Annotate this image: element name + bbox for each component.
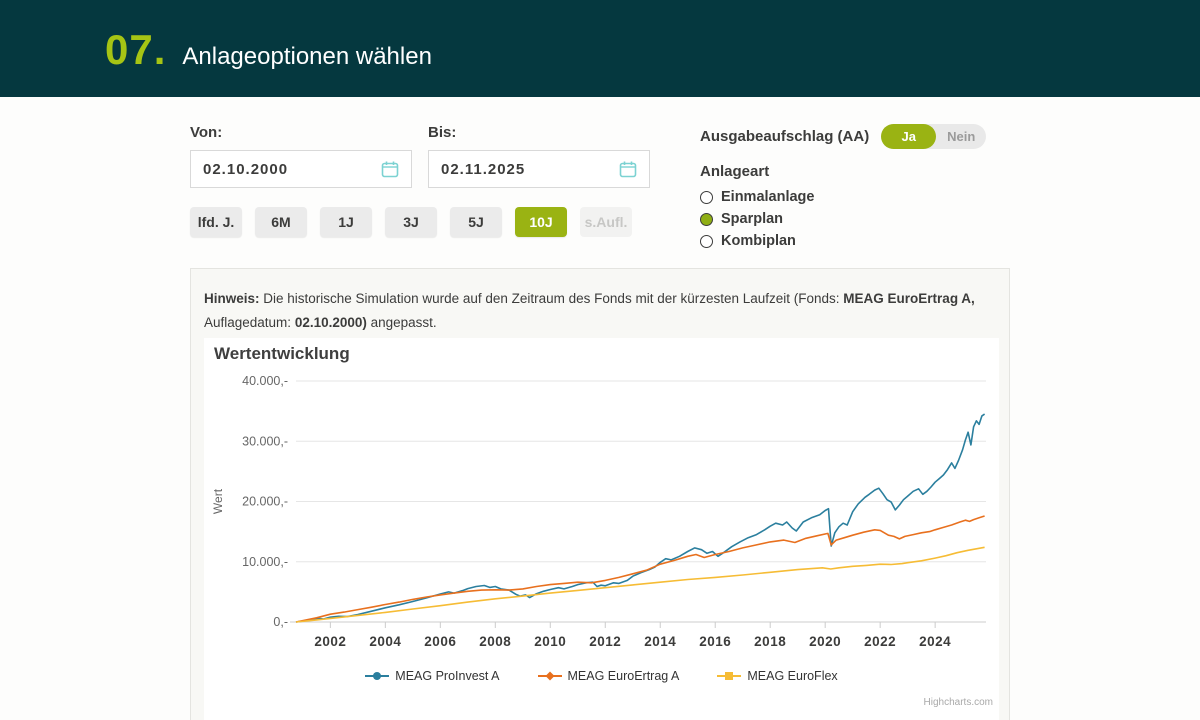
legend-item-meag-euroertrag-a[interactable]: MEAG EuroErtrag A xyxy=(537,669,680,683)
radio-label: Einmalanlage xyxy=(721,189,815,205)
x-axis-tick-label: 2002 xyxy=(314,634,346,649)
x-axis-tick-label: 2010 xyxy=(534,634,566,649)
x-axis-tick-label: 2016 xyxy=(699,634,731,649)
legend-label: MEAG ProInvest A xyxy=(395,669,500,683)
radio-dot-icon[interactable] xyxy=(700,234,713,248)
radio-label: Sparplan xyxy=(721,211,784,227)
x-axis-tick-label: 2014 xyxy=(644,634,676,649)
step-number: 07. xyxy=(105,26,167,73)
ausgabeaufschlag-toggle[interactable]: Ja Nein xyxy=(881,124,987,149)
x-axis-tick-label: 2012 xyxy=(589,634,621,649)
von-date-value: 02.10.2000 xyxy=(203,160,289,178)
calendar-icon[interactable] xyxy=(381,160,399,178)
diamond-marker-icon xyxy=(537,671,562,681)
range-button-10j[interactable]: 10J xyxy=(515,207,567,237)
von-label: Von: xyxy=(190,124,223,141)
series-line-meag-euroertrag-a[interactable] xyxy=(295,515,985,623)
circle-marker-icon xyxy=(365,672,390,680)
bis-date-input[interactable]: 02.11.2025 xyxy=(428,150,650,188)
y-axis-tick-label: 20.000,- xyxy=(242,495,288,509)
von-date-input[interactable]: 02.10.2000 xyxy=(190,150,412,188)
chart-plot-area[interactable]: 0,- 10.000,- 20.000,- 30.000,- 40.000,- Wert 2… xyxy=(204,338,999,663)
radio-label: Kombiplan xyxy=(721,233,796,249)
highcharts-credit[interactable]: Highcharts.com xyxy=(923,697,993,708)
range-button-saufl: s.Aufl. xyxy=(580,207,632,237)
ausgabeaufschlag-label: Ausgabeaufschlag (AA) xyxy=(700,128,870,145)
calendar-icon[interactable] xyxy=(619,160,637,178)
toggle-nein-option[interactable]: Nein xyxy=(947,129,976,144)
legend-item-meag-euroflex[interactable]: MEAG EuroFlex xyxy=(717,669,838,683)
x-axis-tick-label: 2020 xyxy=(809,634,841,649)
performance-chart: Wertentwicklung 0,- 10.000,- 20.000,- 30.00… xyxy=(204,338,999,720)
anlageart-label: Anlageart xyxy=(700,163,770,180)
anlageart-radio-group: Einmalanlage Sparplan Kombiplan xyxy=(700,186,814,252)
x-axis-tick-label: 2022 xyxy=(864,634,896,649)
x-axis-tick-label: 2024 xyxy=(919,634,951,649)
radio-sparplan[interactable]: Sparplan xyxy=(700,208,814,230)
x-axis-tick-label: 2008 xyxy=(479,634,511,649)
toggle-ja-option[interactable]: Ja xyxy=(881,124,937,149)
range-button-1j[interactable]: 1J xyxy=(320,207,372,237)
y-axis-tick-label: 40.000,- xyxy=(242,374,288,388)
bis-label: Bis: xyxy=(428,124,457,141)
range-button-lfdj[interactable]: lfd. J. xyxy=(190,207,242,237)
x-axis-tick-label: 2004 xyxy=(369,634,401,649)
hinweis-text: Hinweis: Die historische Simulation wurd… xyxy=(204,291,975,330)
radio-dot-icon[interactable] xyxy=(700,212,713,226)
y-axis-title: Wert xyxy=(211,488,225,514)
x-axis-tick-label: 2006 xyxy=(424,634,456,649)
radio-kombiplan[interactable]: Kombiplan xyxy=(700,230,814,252)
x-axis-tick-label: 2018 xyxy=(754,634,786,649)
legend-item-meag-proinvest-a[interactable]: MEAG ProInvest A xyxy=(365,669,500,683)
legend-label: MEAG EuroErtrag A xyxy=(567,669,680,683)
range-button-6m[interactable]: 6M xyxy=(255,207,307,237)
radio-einmalanlage[interactable]: Einmalanlage xyxy=(700,186,814,208)
page-title: Anlageoptionen wählen xyxy=(182,43,432,70)
series-line-meag-euroflex[interactable] xyxy=(295,546,985,623)
page-header: 07. Anlageoptionen wählen xyxy=(0,0,1200,97)
simulation-panel: Hinweis: Die historische Simulation wurd… xyxy=(190,268,1010,720)
y-axis-tick-label: 10.000,- xyxy=(242,555,288,569)
chart-legend: MEAG ProInvest A MEAG EuroErtrag A MEAG Eu… xyxy=(204,669,999,683)
series-line-meag-proinvest-a[interactable] xyxy=(295,413,986,623)
range-button-5j[interactable]: 5J xyxy=(450,207,502,237)
range-button-3j[interactable]: 3J xyxy=(385,207,437,237)
chart-title: Wertentwicklung xyxy=(214,344,350,363)
bis-date-value: 02.11.2025 xyxy=(441,160,526,178)
legend-label: MEAG EuroFlex xyxy=(747,669,838,683)
square-marker-icon xyxy=(717,672,742,680)
y-axis-tick-label: 0,- xyxy=(273,615,288,629)
range-button-group: lfd. J. 6M 1J 3J 5J 10J s.Aufl. xyxy=(190,207,632,237)
radio-dot-icon[interactable] xyxy=(700,190,713,204)
y-axis-tick-label: 30.000,- xyxy=(242,434,288,448)
